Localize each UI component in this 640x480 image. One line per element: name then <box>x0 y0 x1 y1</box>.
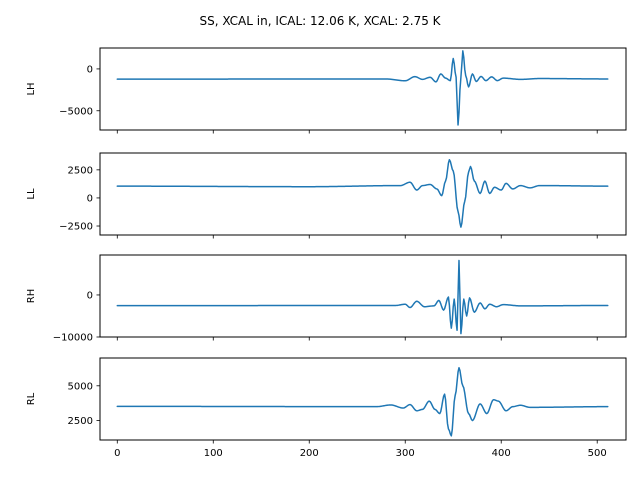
series-line-rh <box>116 259 609 335</box>
y-axis-label: LH <box>26 82 37 95</box>
y-tick-label: 2500 <box>68 416 93 427</box>
y-tick-label: −2500 <box>59 222 93 233</box>
subplot-rh: 0 −10000 RH <box>26 254 627 344</box>
x-tick-label: 500 <box>588 448 607 459</box>
axes-frame <box>99 47 627 131</box>
subplot-ll: 2500 0 −2500 LL <box>26 152 627 239</box>
y-tick-label: 0 <box>87 193 93 204</box>
y-tick-label: 2500 <box>68 165 93 176</box>
y-tick-label: 5000 <box>68 381 93 392</box>
series-line-lh <box>116 50 609 126</box>
axes-frame <box>99 357 627 441</box>
y-tick-label: 0 <box>87 64 93 75</box>
axes-frame <box>99 152 627 236</box>
subplot-stack: 0−5000LH25000−2500LL0−10000RH50002500RL0… <box>26 47 627 459</box>
subplot-lh: 0 −5000 LH <box>26 47 627 134</box>
x-tick-label: 0 <box>114 448 120 459</box>
subplot-rl: 5000 2500 RL 0 100 200 300 400 500 <box>26 357 627 459</box>
x-tick-label: 100 <box>204 448 223 459</box>
axes-frame <box>99 254 627 338</box>
series-line-rl <box>116 366 609 437</box>
y-axis-label: RL <box>26 392 37 405</box>
y-tick-label: −5000 <box>59 106 93 117</box>
x-tick-label: 300 <box>396 448 415 459</box>
figure-title: SS, XCAL in, ICAL: 12.06 K, XCAL: 2.75 K <box>199 14 441 28</box>
y-tick-label: −10000 <box>53 333 93 344</box>
y-tick-label: 0 <box>87 290 93 301</box>
y-axis-label: LL <box>26 188 37 200</box>
x-tick-label: 400 <box>492 448 511 459</box>
x-tick-label: 200 <box>300 448 319 459</box>
y-axis-label: RH <box>26 289 37 303</box>
series-line-ll <box>116 158 609 228</box>
